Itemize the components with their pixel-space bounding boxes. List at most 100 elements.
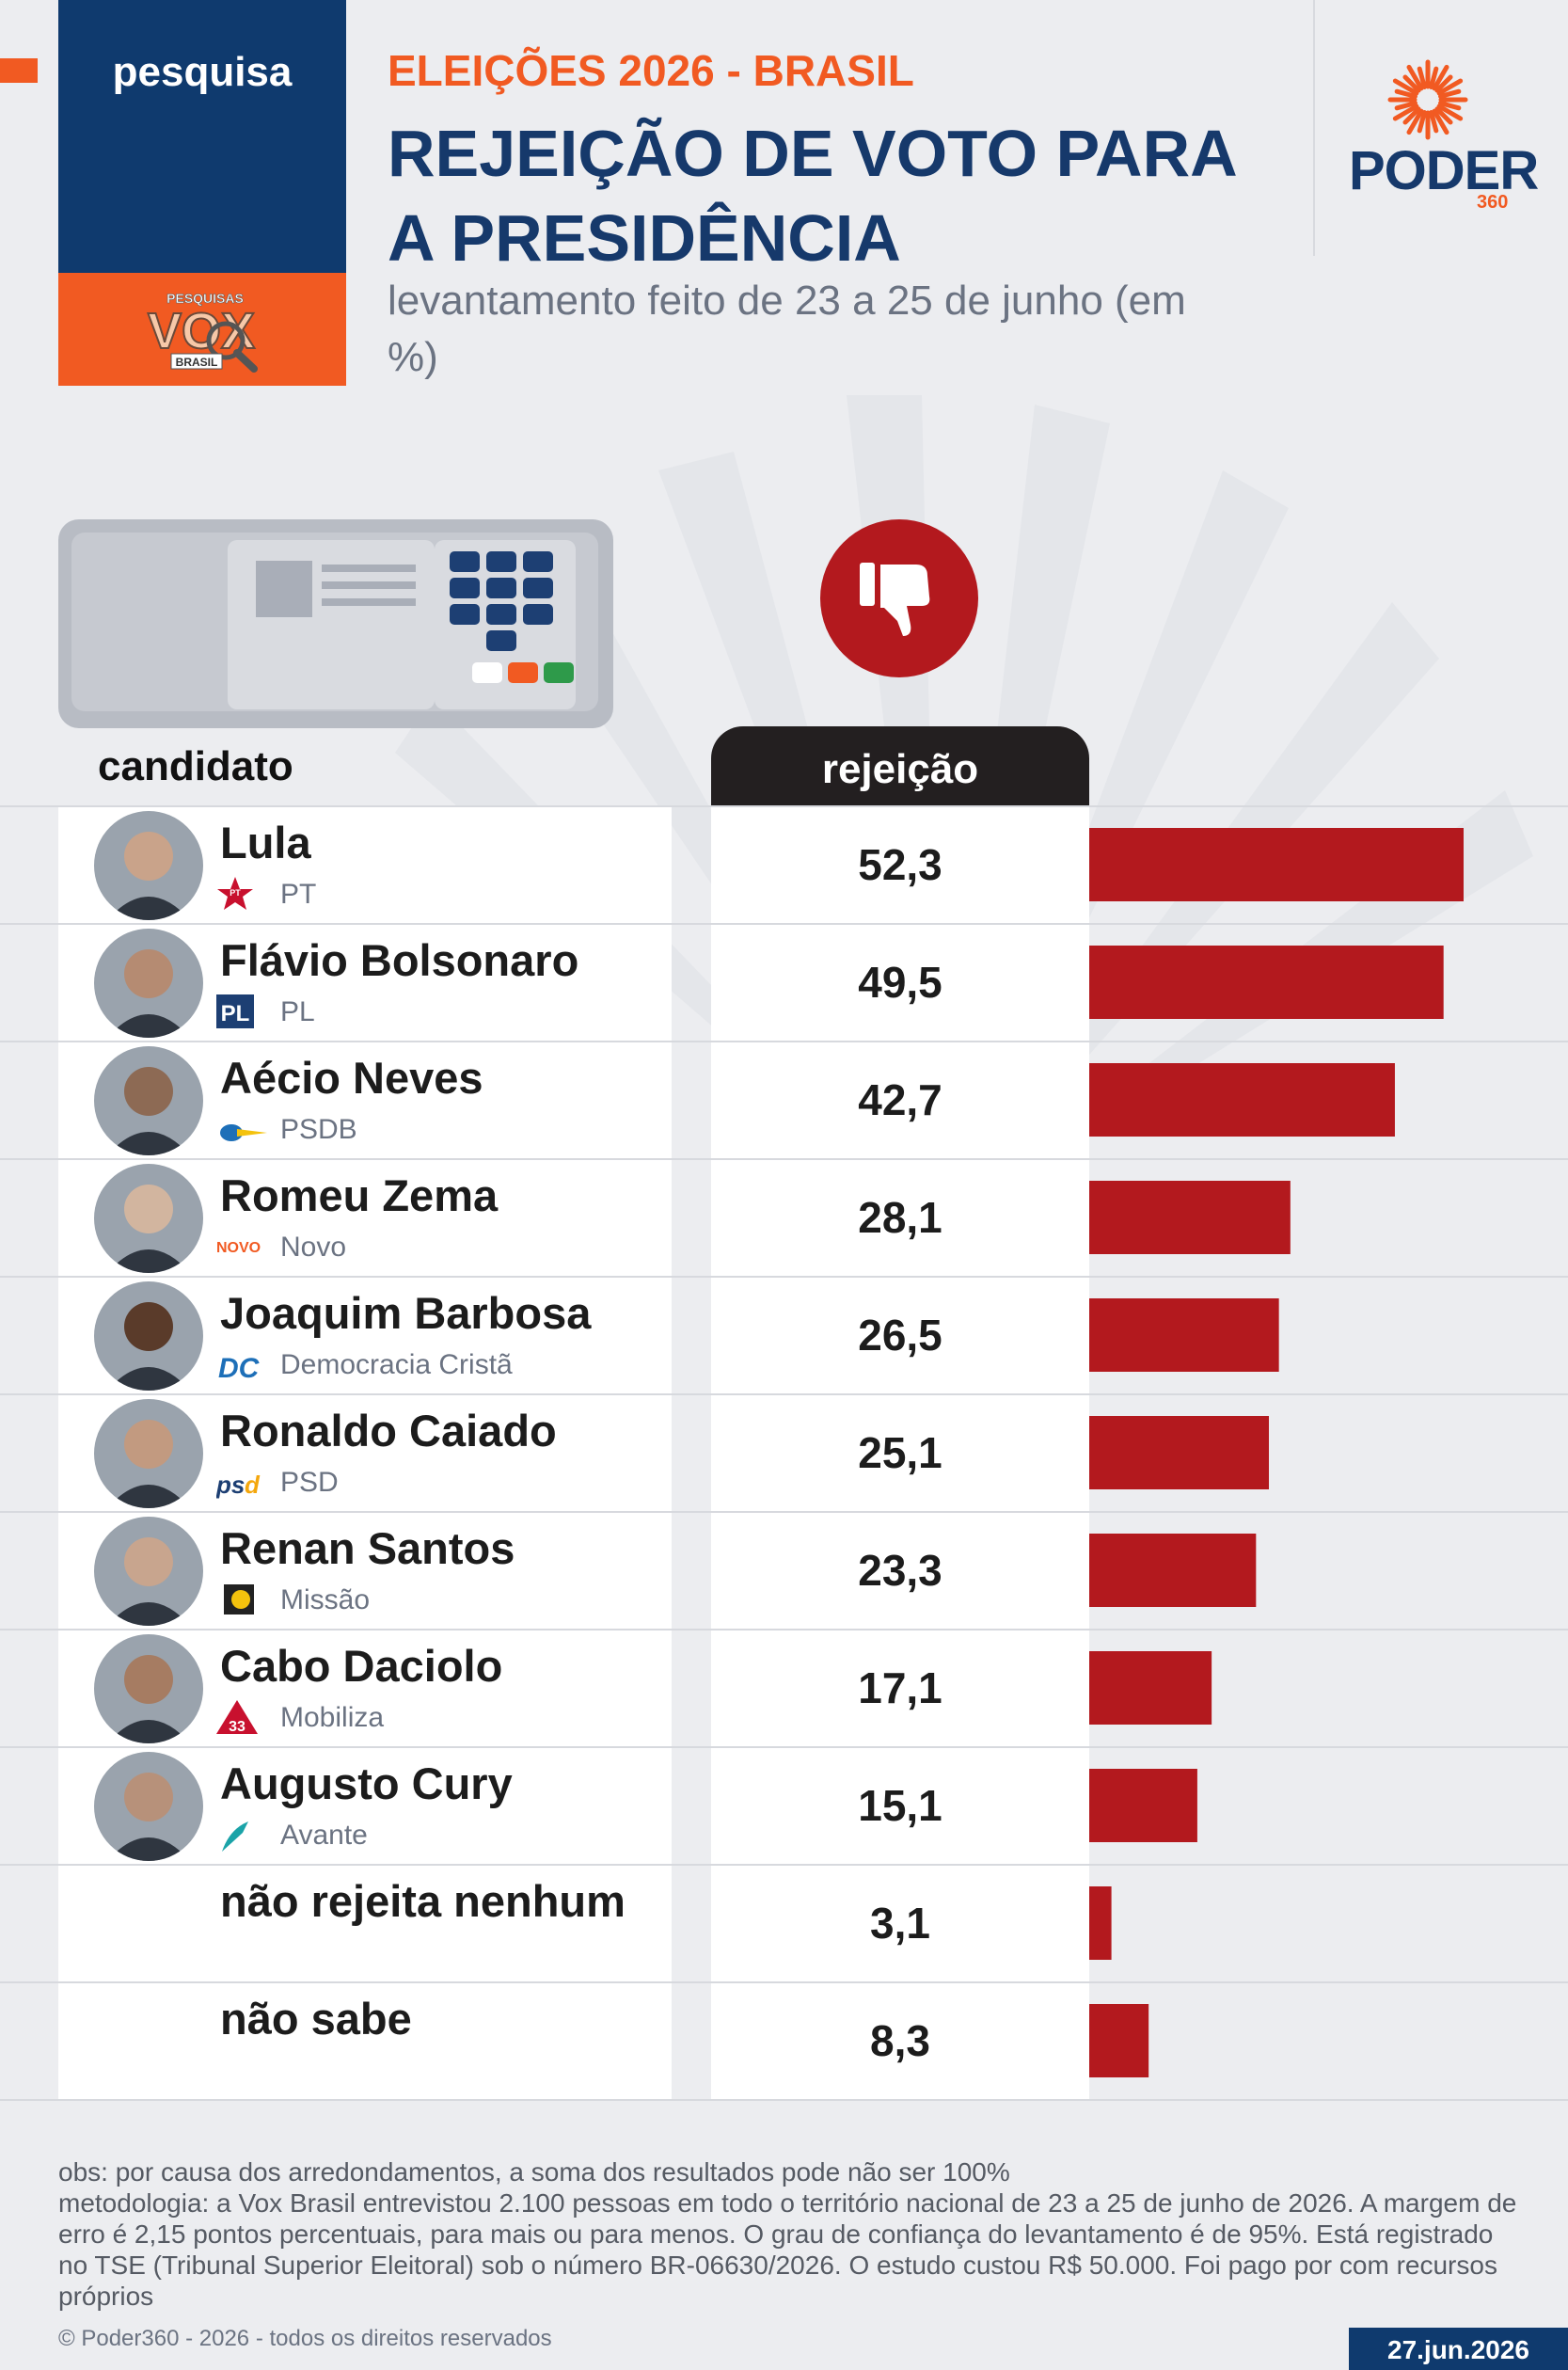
publisher-logo: PODER [1349,140,1539,201]
table-row: DC Democracia Cristã Joaquim Barbosa 26,5 [0,1276,1568,1393]
svg-text:BRASIL: BRASIL [176,356,218,369]
bar-4 [1089,1181,1291,1254]
candidate-cell: Avante Augusto Cury [58,1748,672,1864]
copyright: © Poder360 - 2026 - todos os direitos re… [58,2326,552,2351]
row-divider [0,805,1568,807]
svg-text:DC: DC [218,1353,261,1383]
kicker: ELEIÇÕES 2026 - BRASIL [388,46,914,95]
candidate-name: Ronaldo Caiado [220,1406,557,1455]
party-name: Mobiliza [280,1702,385,1733]
party-name: PL [280,996,315,1027]
bar-7 [1089,1534,1257,1607]
table-row: não sabe 8,3 [0,1981,1568,2099]
column-header-rejection: rejeição [711,726,1089,805]
row-divider [0,1511,1568,1513]
header-divider [1313,0,1315,256]
survey-tag: pesquisa PESQUISAS VOX BRASIL [58,0,346,386]
candidate-name: Cabo Daciolo [220,1641,503,1691]
notes: obs: por causa dos arredondamentos, a so… [58,2156,1526,2312]
table-row: PSDB Aécio Neves 42,7 [0,1041,1568,1158]
table-row: ps d PSD Ronaldo Caiado 25,1 [0,1393,1568,1511]
candidate-name: Aécio Neves [220,1053,483,1103]
rejection-value: 28,1 [711,1160,1089,1276]
row-divider [0,1629,1568,1630]
table-row: Avante Augusto Cury 15,1 [0,1746,1568,1864]
candidate-name: Renan Santos [220,1523,515,1573]
page-title: REJEIÇÃO DE VOTO PARA A PRESIDÊNCIA [388,117,1236,275]
svg-text:ps: ps [216,1471,245,1499]
candidate-cell: não rejeita nenhum [58,1866,672,1981]
row-divider [0,1393,1568,1395]
candidate-photo [94,929,203,1038]
row-divider [0,1981,1568,1983]
rejection-value: 49,5 [711,925,1089,1041]
row-divider [0,1864,1568,1866]
row-divider [0,1746,1568,1748]
avante-arrow-icon [216,1816,267,1853]
table-row: Missão Renan Santos 23,3 [0,1511,1568,1629]
thumbs-down-icon [860,563,930,636]
candidate-photo [94,1399,203,1508]
bar-9 [1089,1769,1197,1842]
bar-6 [1089,1416,1270,1489]
candidate-cell: ps d PSD Ronaldo Caiado [58,1395,672,1511]
party-name: Novo [280,1232,347,1263]
svg-text:33: 33 [229,1719,245,1735]
svg-text:NOVO: NOVO [216,1240,261,1256]
candidate-cell: DC Democracia Cristã Joaquim Barbosa [58,1278,672,1393]
bar-1 [1089,828,1464,901]
rejection-value: 17,1 [711,1630,1089,1746]
candidate-name: Romeu Zema [220,1170,499,1220]
candidate-name: não sabe [220,1994,412,2044]
candidate-name: Lula [220,818,311,867]
party-name: Democracia Cristã [280,1349,513,1380]
pl-logo-icon: PL [216,993,267,1030]
rejection-value: 15,1 [711,1748,1089,1864]
svg-text:PL: PL [221,1001,250,1026]
mobiliza-33-icon: 33 [216,1698,267,1736]
candidate-photo [94,1164,203,1273]
party-name: Missão [280,1584,371,1615]
party-name: PSD [280,1467,339,1498]
candidate-cell: PL PL Flávio Bolsonaro [58,925,672,1041]
accent-tick [0,58,38,83]
table-row: PL PL Flávio Bolsonaro 49,5 [0,923,1568,1041]
rejection-value: 42,7 [711,1042,1089,1158]
note-methodology: metodologia: a Vox Brasil entrevistou 2.… [58,2188,1517,2311]
bar-3 [1089,1063,1395,1137]
bar-10 [1089,1886,1112,1960]
candidate-name: Augusto Cury [220,1758,513,1808]
pt-star-icon: PT [216,875,267,913]
bar-8 [1089,1651,1212,1725]
date-badge: 27.jun.2026 [1349,2328,1568,2370]
rejection-value: 26,5 [711,1278,1089,1393]
candidate-cell: não sabe [58,1983,672,2099]
candidate-cell: Missão Renan Santos [58,1513,672,1629]
candidate-name: Flávio Bolsonaro [220,935,579,985]
rejection-icon-badge [820,519,978,677]
row-divider [0,1276,1568,1278]
bar-5 [1089,1298,1279,1372]
candidate-name: não rejeita nenhum [220,1876,626,1926]
novo-logo-icon: NOVO [216,1228,267,1265]
candidate-photo [94,1634,203,1743]
svg-text:d: d [245,1471,261,1499]
row-divider [0,1158,1568,1160]
table-bottom-line [0,2099,1568,2101]
rejection-value: 23,3 [711,1513,1089,1629]
table-row: não rejeita nenhum 3,1 [0,1864,1568,1981]
candidate-photo [94,1281,203,1391]
rejection-value: 25,1 [711,1395,1089,1511]
column-header-candidate: candidato [98,743,293,789]
results-table: PT PT Lula 52,3 PL PL Flávio Bolsonaro 49,5 PSDB… [0,805,1568,2101]
candidate-photo [94,1517,203,1626]
bar-chart [1089,828,1464,2077]
table-row: NOVO Novo Romeu Zema 28,1 [0,1158,1568,1276]
poder360-sunburst-icon [1387,59,1468,140]
candidate-cell: PSDB Aécio Neves [58,1042,672,1158]
rejection-value: 3,1 [711,1866,1089,1981]
subtitle: levantamento feito de 23 a 25 de junho (… [388,278,1186,380]
candidate-name: Joaquim Barbosa [220,1288,592,1338]
party-name: PT [280,879,317,910]
candidate-cell: NOVO Novo Romeu Zema [58,1160,672,1276]
